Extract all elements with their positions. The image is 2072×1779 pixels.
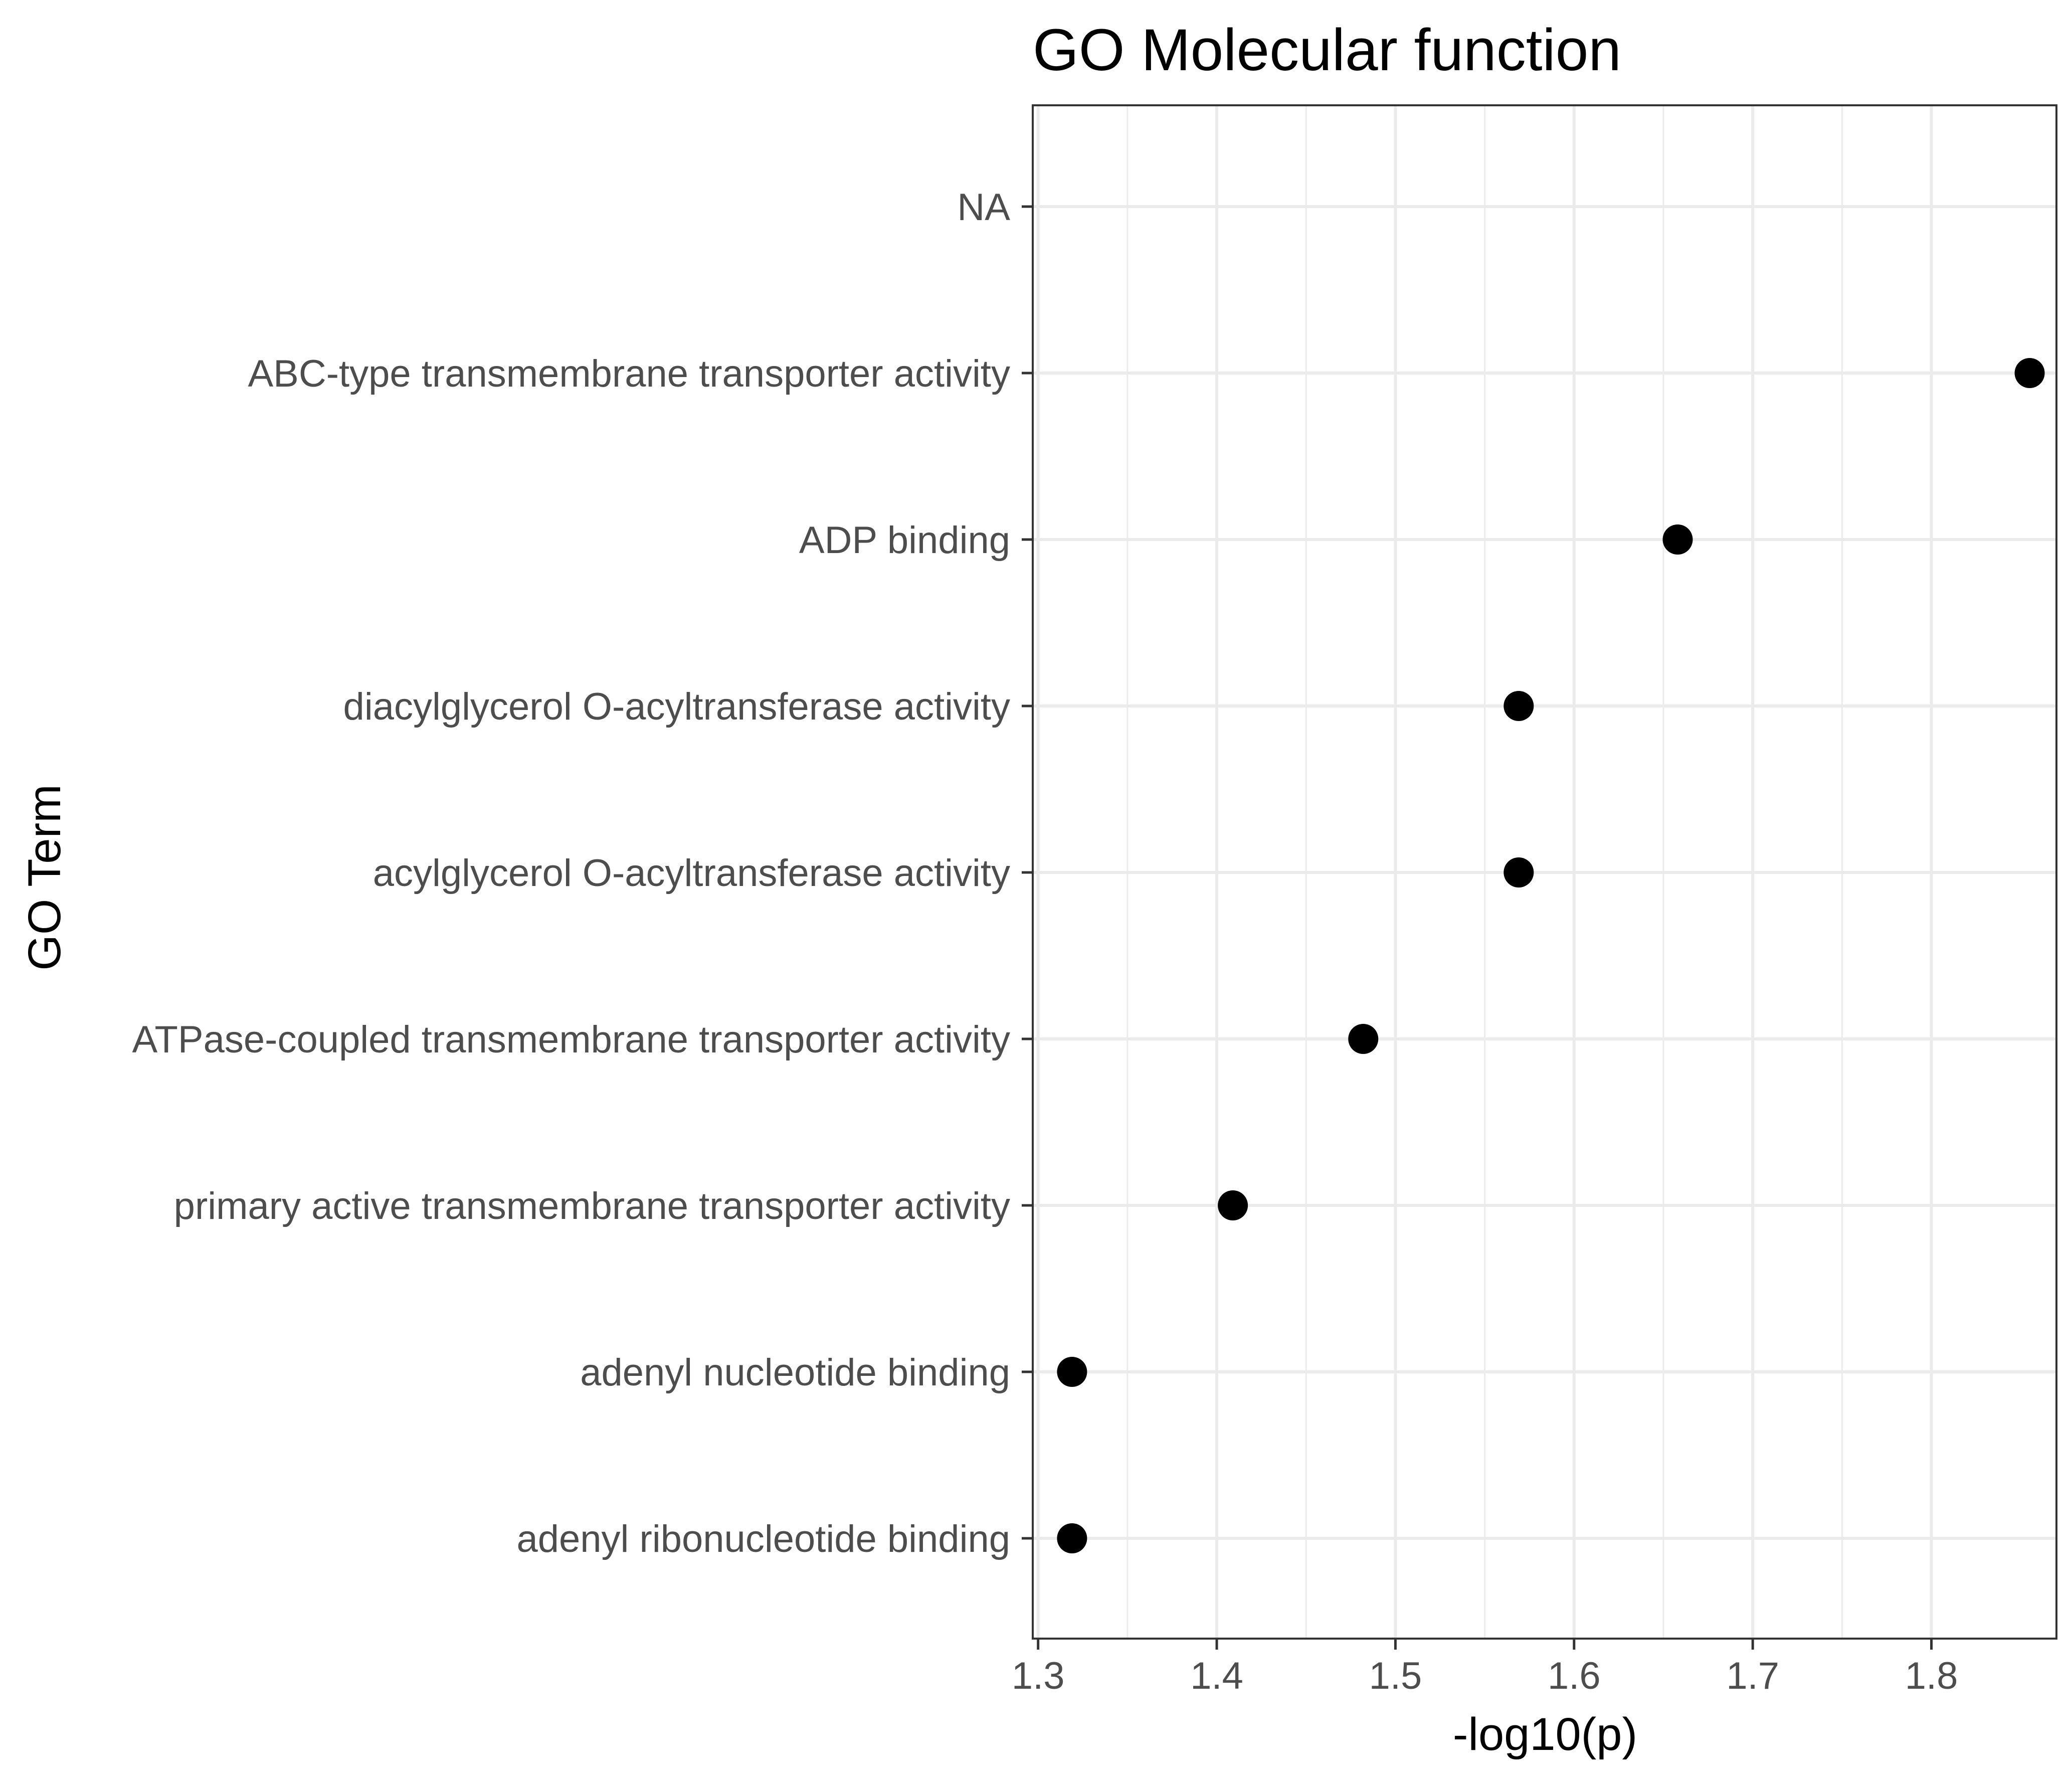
data-point (1348, 1024, 1379, 1054)
y-tick-label: acylglycerol O-acyltransferase activity (373, 852, 1010, 895)
axes: 1.3 1.4 1.5 1.6 1.7 1.8 NA ABC-type transmembra… (132, 186, 1958, 1697)
y-tick-label: primary active transmembrane transporter… (174, 1185, 1010, 1227)
data-point (1662, 524, 1693, 555)
data-point (1218, 1190, 1248, 1220)
y-tick-label: ATPase-coupled transmembrane transporter… (132, 1018, 1010, 1061)
data-point (1057, 1523, 1087, 1553)
y-tick-label: adenyl nucleotide binding (580, 1351, 1010, 1394)
x-tick-label: 1.5 (1369, 1655, 1422, 1697)
y-axis-title: GO Term (19, 784, 70, 970)
y-tick-label: ABC-type transmembrane transporter activ… (248, 352, 1010, 395)
y-tick-label: diacylglycerol O-acyltransferase activit… (343, 685, 1010, 728)
data-point (1503, 857, 1534, 887)
data-point (2014, 358, 2045, 388)
x-axis-title: -log10(p) (1453, 1709, 1637, 1760)
x-tick-label: 1.6 (1548, 1655, 1601, 1697)
x-tick-label: 1.7 (1726, 1655, 1779, 1697)
grid-lines (1033, 105, 2056, 1639)
x-tick-label: 1.3 (1012, 1655, 1065, 1697)
y-tick-label: adenyl ribonucleotide binding (516, 1518, 1010, 1560)
data-point (1503, 691, 1534, 721)
y-tick-label: ADP binding (799, 519, 1010, 562)
x-tick-label: 1.4 (1190, 1655, 1243, 1697)
y-tick-label: NA (957, 186, 1010, 229)
data-point (1057, 1357, 1087, 1387)
x-tick-label: 1.8 (1905, 1655, 1958, 1697)
chart-title: GO Molecular function (1033, 17, 1621, 83)
data-points (1057, 358, 2045, 1553)
